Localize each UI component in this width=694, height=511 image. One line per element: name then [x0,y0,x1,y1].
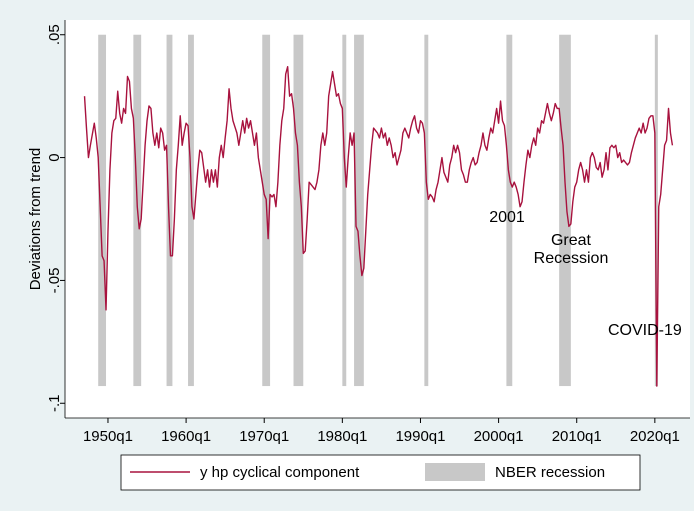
annotation: 2001 [489,209,525,226]
recession-band [342,34,347,387]
recession-band [506,34,513,387]
recession-band [654,34,658,387]
recession-band [293,34,304,387]
recession-band [559,34,571,387]
recession-band [424,34,429,387]
legend-label: NBER recession [495,464,605,481]
annotation: Recession [534,250,609,267]
y-tick-label: .05 [46,24,63,45]
x-tick-label: 1990q1 [395,428,445,445]
y-tick-label: -.1 [46,395,63,413]
recession-band [166,34,173,387]
legend-label: y hp cyclical component [200,464,360,481]
annotation: COVID-19 [608,322,682,339]
y-axis-label: Deviations from trend [27,148,44,291]
y-tick-label: -.05 [46,267,63,293]
x-tick-label: 2020q1 [630,428,680,445]
data-line [83,65,674,387]
recession-band [98,34,107,387]
x-tick-label: 1950q1 [83,428,133,445]
x-tick-label: 2000q1 [474,428,524,445]
legend-swatch [425,463,485,481]
x-tick-label: 1970q1 [239,428,289,445]
plot-area [65,20,690,418]
recession-band [188,34,194,387]
legend-box [120,454,641,491]
recession-band [354,34,364,387]
x-tick-label: 1960q1 [161,428,211,445]
y-tick-label: 0 [46,153,63,161]
annotation: Great [551,232,592,249]
x-tick-label: 2010q1 [552,428,602,445]
x-tick-label: 1980q1 [317,428,367,445]
